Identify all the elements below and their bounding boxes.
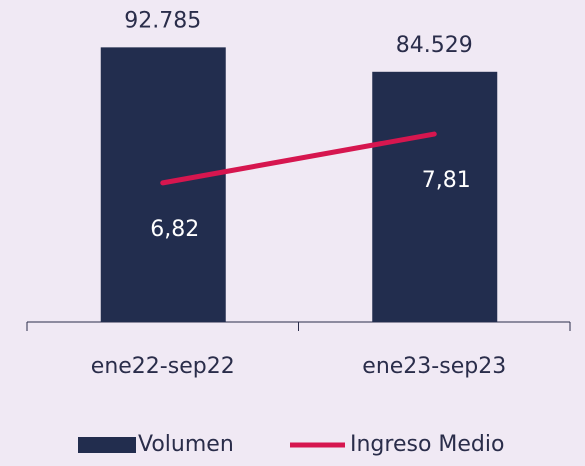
x-tick-label: ene22-sep22 [91, 354, 235, 379]
line-value-label: 7,81 [422, 168, 471, 193]
legend-label: Volumen [138, 432, 234, 457]
bar-value-label: 84.529 [396, 33, 473, 58]
line-value-label: 6,82 [150, 217, 199, 242]
x-tick-label: ene23-sep23 [362, 354, 506, 379]
bar [372, 71, 498, 322]
legend-label: Ingreso Medio [350, 432, 504, 457]
line [160, 131, 437, 186]
legend-swatch [78, 437, 136, 453]
bar-value-label: 92.785 [124, 8, 201, 33]
